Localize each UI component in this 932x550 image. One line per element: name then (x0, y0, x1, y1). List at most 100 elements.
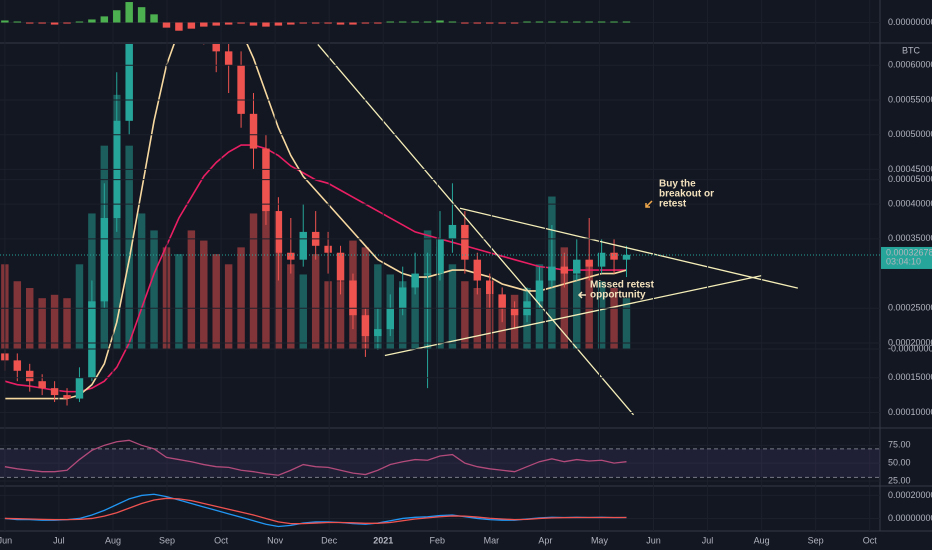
x-tick-label: 2021 (373, 535, 393, 545)
x-tick-label: May (591, 535, 609, 545)
oscillator-bar (374, 22, 382, 24)
oscillator-bar (585, 21, 593, 23)
annotation-line: Buy the (659, 179, 696, 190)
oscillator-bar (88, 19, 96, 23)
y-tick-label: 25.00 (888, 475, 911, 485)
candle-body (63, 395, 71, 399)
rsi-band (0, 448, 880, 478)
annotation-line: opportunity (590, 290, 646, 301)
oscillator-bar (486, 22, 494, 24)
oscillator-bar (237, 22, 245, 24)
oscillator-bar (113, 10, 121, 23)
volume-bar (262, 179, 270, 350)
y-tick-label: 0.00045000 (888, 164, 932, 174)
oscillator-bar (150, 14, 158, 23)
oscillator-bar (622, 21, 631, 23)
oscillator-bar (249, 22, 258, 26)
y-tick-label: 0.00010000 (888, 407, 932, 417)
oscillator-bar (597, 21, 606, 23)
y-tick-label: 0.00005000 (888, 174, 932, 184)
oscillator-bar (212, 22, 220, 26)
oscillator-bar (361, 22, 370, 24)
y-tick-label: 50.00 (888, 458, 911, 468)
candle-body (38, 381, 46, 389)
x-tick-label: Aug (105, 535, 121, 545)
volume-bar (187, 230, 196, 350)
oscillator-bar (411, 21, 419, 23)
oscillator-bar (50, 22, 59, 25)
candle-body (498, 294, 506, 309)
oscillator-bar (187, 22, 196, 29)
oscillator-bar (137, 7, 146, 23)
candle-body (585, 259, 593, 267)
volume-bar (125, 145, 133, 350)
countdown-label: 03:04:10 (886, 256, 921, 266)
volume-bar (224, 264, 233, 350)
volume-bar (175, 254, 183, 350)
volume-bar (150, 230, 158, 350)
volume-bar (374, 264, 382, 350)
oscillator-bar (311, 22, 320, 24)
volume-bar (324, 281, 332, 350)
y-tick-label: -0.00000000 (888, 343, 932, 353)
oscillator-bar (224, 22, 233, 25)
x-tick-label: Aug (754, 535, 770, 545)
y-tick-label: 0.00000000 (888, 17, 932, 27)
volume-bar (498, 298, 506, 350)
candle-body (125, 44, 133, 121)
oscillator-bar (175, 22, 183, 31)
x-tick-label: Feb (430, 535, 446, 545)
candle-body (50, 388, 59, 396)
annotation-line: Missed retest (590, 280, 655, 291)
volume-bar (50, 294, 59, 350)
last-price-label: 0.00032678 (886, 247, 932, 257)
annotation: Missed retest opportunity (577, 280, 655, 301)
volume-bar (610, 288, 618, 350)
candle-body (436, 238, 444, 274)
x-tick-label: Jun (646, 535, 661, 545)
y-tick-label: 0.00040000 (888, 199, 932, 209)
oscillator-bar (100, 16, 109, 23)
y-tick-label: 0.00055000 (888, 94, 932, 104)
y-tick-label: 0.00015000 (888, 372, 932, 382)
volume-bar (461, 281, 469, 350)
volume-bar (274, 230, 283, 350)
annotation-arrow (577, 291, 586, 299)
oscillator-bar (510, 22, 519, 24)
volume-bar (287, 264, 295, 350)
y-tick-label: 0.00020000 (888, 490, 932, 500)
symbol-label: BTC (902, 45, 921, 55)
candle-body (88, 301, 96, 378)
candle-body (486, 280, 494, 295)
volume-bar (200, 240, 208, 350)
oscillator-bar (548, 21, 556, 23)
volume-bar (13, 281, 22, 350)
x-tick-label: Sep (808, 535, 824, 545)
y-tick-label: 0.00025000 (888, 303, 932, 313)
annotation-line: breakout or (659, 189, 714, 200)
candle-body (423, 273, 432, 275)
oscillator-bar (398, 21, 407, 23)
oscillator-bar (125, 2, 133, 23)
candle-body (461, 224, 469, 260)
candle-body (560, 266, 569, 274)
candle-body (349, 280, 357, 316)
volume-bar (560, 247, 569, 350)
oscillator-bar (324, 22, 332, 24)
volume-bar (448, 264, 457, 350)
oscillator-bar (610, 21, 618, 23)
candle-body (473, 259, 482, 281)
oscillator-bar (13, 21, 22, 23)
x-tick-label: Jun (0, 535, 12, 545)
oscillator-bar (498, 22, 506, 24)
x-tick-label: Mar (484, 535, 500, 545)
x-tick-label: Sep (159, 535, 175, 545)
x-tick-label: Jul (53, 535, 65, 545)
candle-body (374, 329, 382, 337)
oscillator-bar (448, 21, 457, 23)
oscillator-bar (560, 21, 569, 23)
volume-bar (249, 213, 258, 350)
volume-bar (212, 254, 220, 350)
oscillator-bar (423, 21, 432, 23)
